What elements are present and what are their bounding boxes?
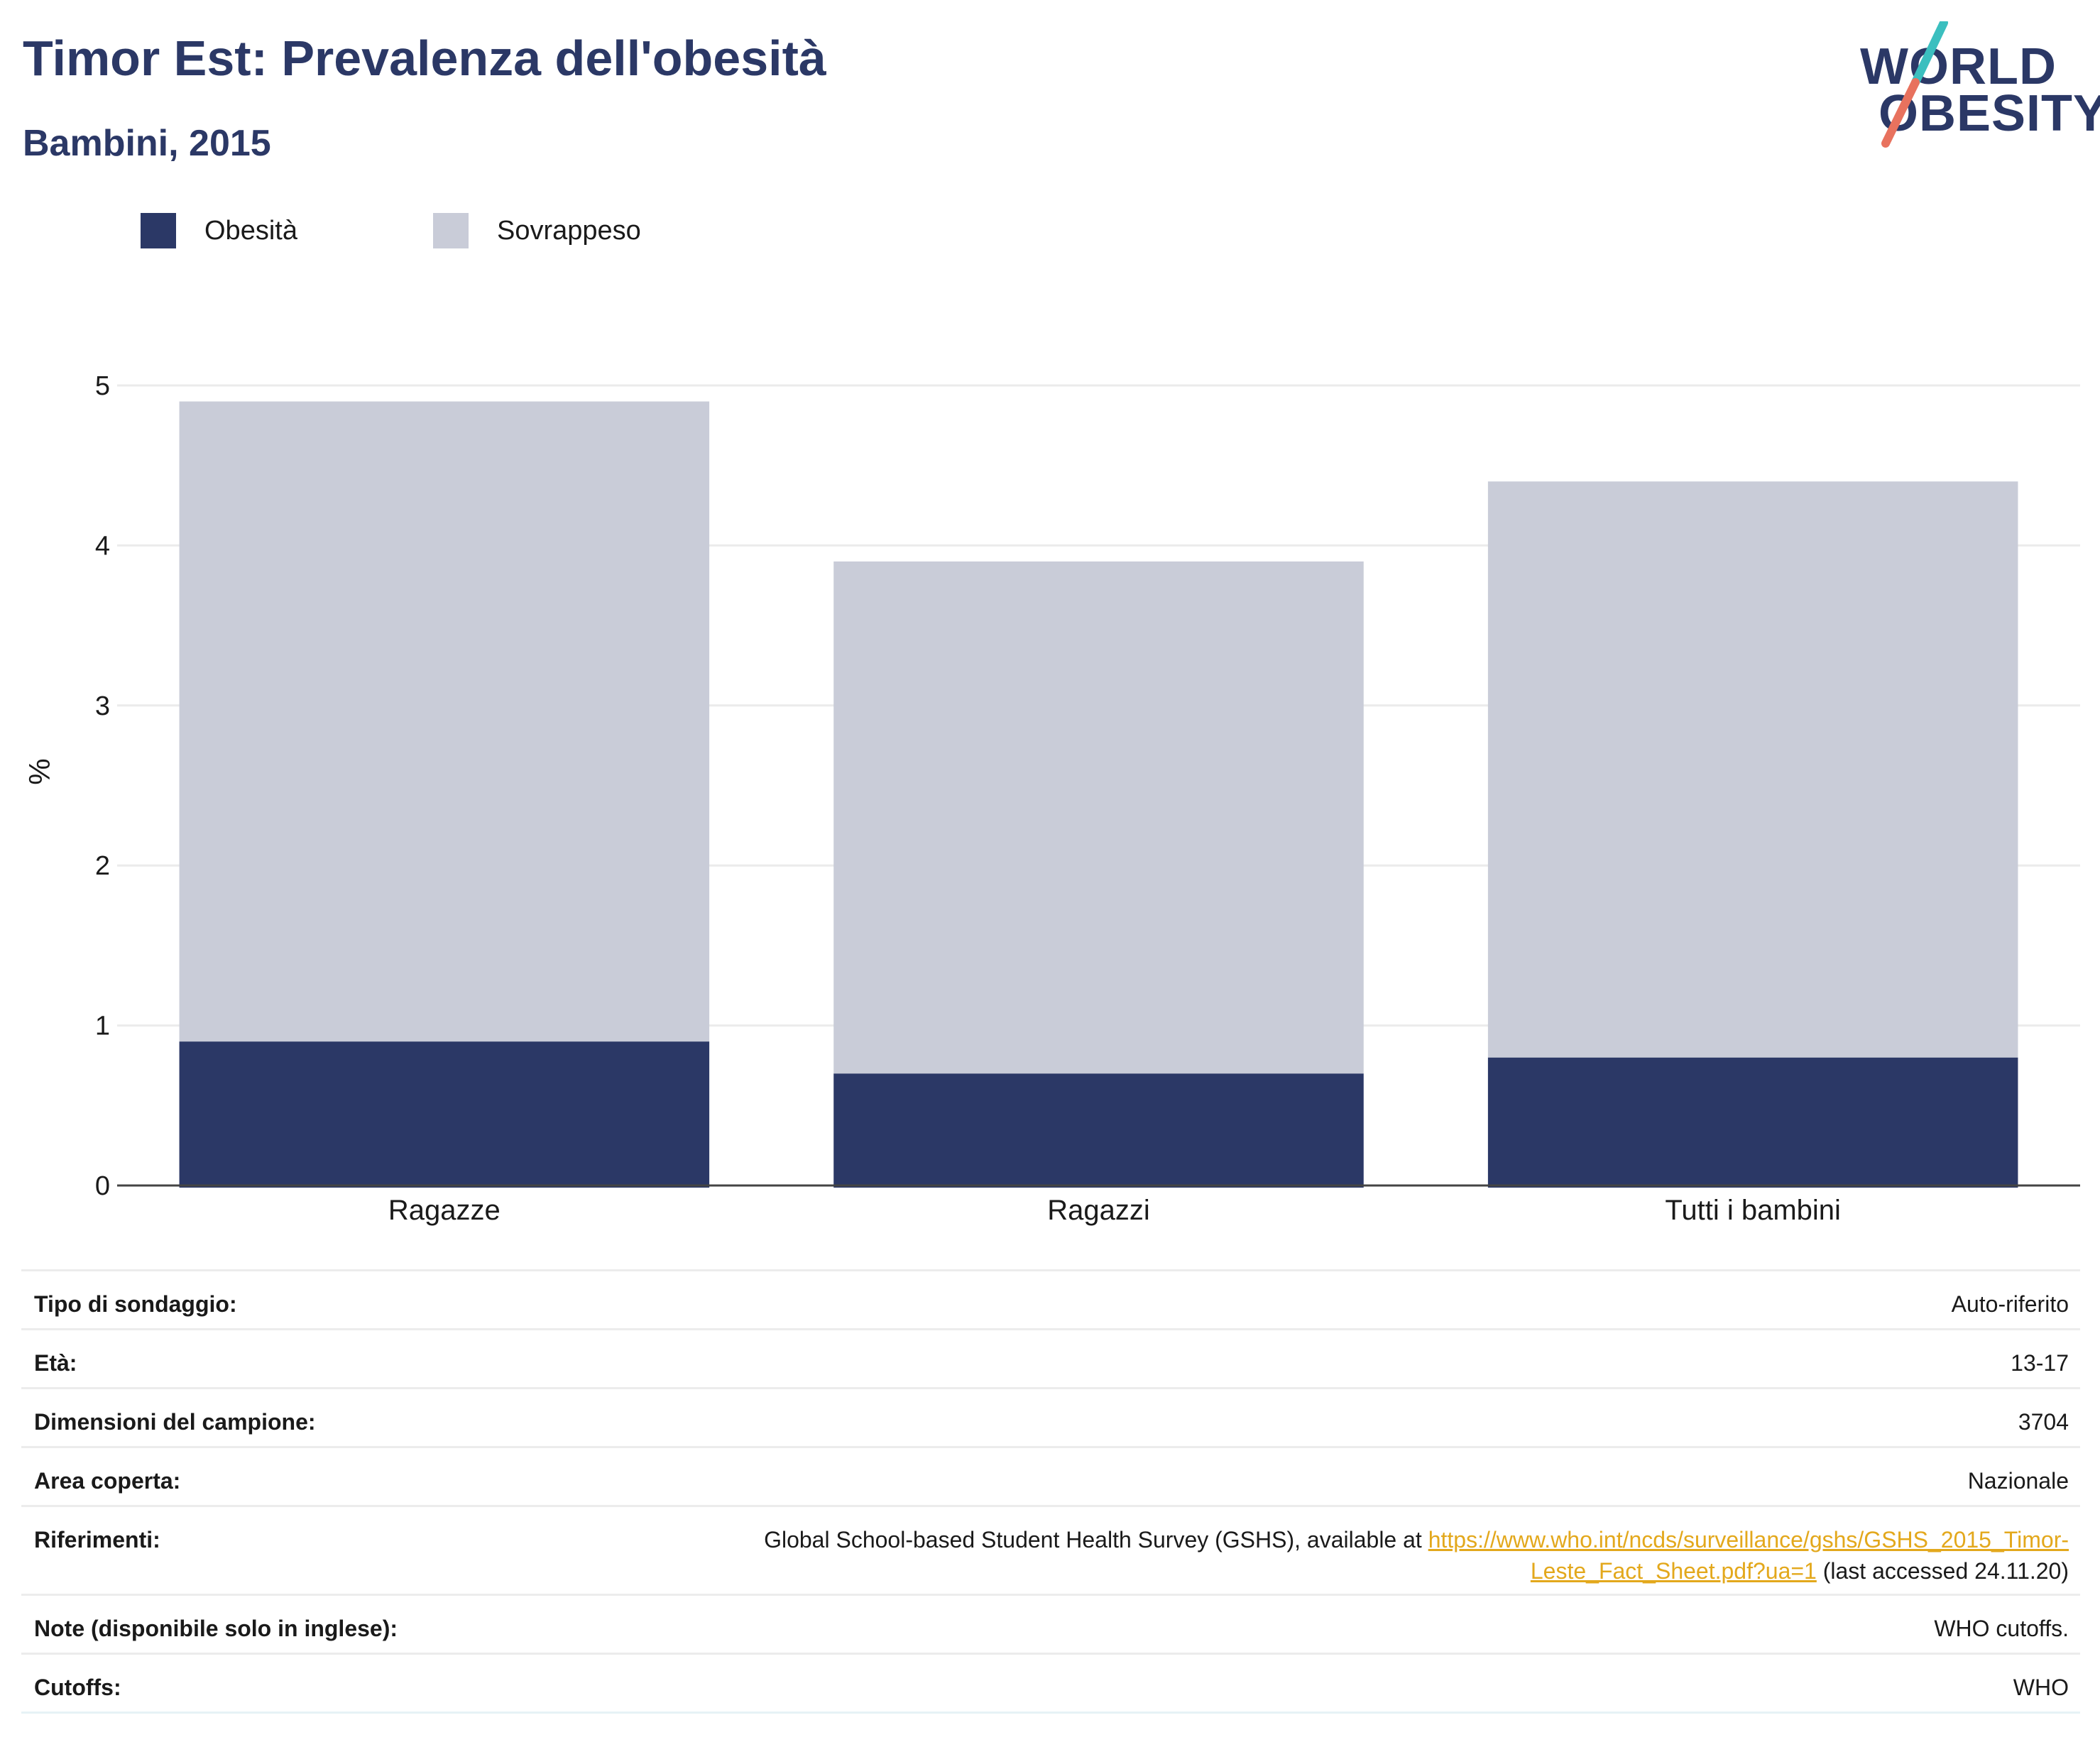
chart-title: Timor Est: Prevalenza dell'obesità <box>23 31 826 86</box>
x-tick-label: Ragazzi <box>1047 1195 1150 1226</box>
y-tick-label: 5 <box>95 371 110 401</box>
info-label: Tipo di sondaggio: <box>34 1291 237 1317</box>
info-row-sample-size: Dimensioni del campione: 3704 <box>21 1387 2080 1446</box>
info-row-references: Riferimenti: Global School-based Student… <box>21 1505 2080 1594</box>
legend-label-overweight: Sovrappeso <box>497 216 641 246</box>
y-tick-label: 2 <box>95 851 110 881</box>
x-tick-label: Tutti i bambini <box>1665 1195 1841 1226</box>
bar-chart: 0 1 2 3 4 5% Ragazze Ragazzi Tutti i bambini <box>23 371 2080 1226</box>
info-value: WHO cutoffs. <box>1934 1616 2069 1641</box>
legend-swatch-obesity <box>141 213 176 248</box>
references-text-before: Global School-based Student Health Surve… <box>764 1527 1428 1552</box>
info-label: Età: <box>34 1350 77 1376</box>
references-link[interactable]: https://www.who.int/ncds/surveillance/gs… <box>1428 1527 2069 1584</box>
info-value: Auto-riferito <box>1951 1291 2069 1317</box>
info-row-notes: Note (disponibile solo in inglese): WHO … <box>21 1594 2080 1653</box>
references-text-after: (last accessed 24.11.20) <box>1816 1558 2069 1584</box>
info-row-age: Età: 13-17 <box>21 1328 2080 1387</box>
x-tick-label: Ragazze <box>388 1195 501 1226</box>
info-label: Note (disponibile solo in inglese): <box>34 1616 398 1641</box>
y-tick-label: 4 <box>95 531 110 561</box>
bar-overweight <box>833 561 1364 1074</box>
bar-overweight <box>1487 481 2018 1058</box>
info-value: 3704 <box>2018 1409 2069 1435</box>
info-label: Cutoffs: <box>34 1675 121 1700</box>
y-tick-label: 3 <box>95 691 110 721</box>
info-table: Tipo di sondaggio: Auto-riferito Età: 13… <box>21 1269 2080 1714</box>
info-value: WHO <box>2013 1675 2069 1700</box>
bar-obesity <box>833 1073 1364 1188</box>
logo-slash-icon <box>1881 21 1948 148</box>
info-label: Riferimenti: <box>34 1527 160 1552</box>
y-tick-label: 1 <box>95 1012 110 1041</box>
legend-swatch-overweight <box>433 213 469 248</box>
y-tick-label: 0 <box>95 1171 110 1201</box>
logo-line-1: WORLD <box>1860 38 2057 95</box>
info-row-area: Area coperta: Nazionale <box>21 1446 2080 1505</box>
info-label: Area coperta: <box>34 1468 181 1494</box>
info-label: Dimensioni del campione: <box>34 1409 316 1435</box>
info-value: 13-17 <box>2011 1350 2069 1376</box>
logo-line-2: OBESITY <box>1878 85 2100 142</box>
bar-overweight <box>179 401 710 1042</box>
world-obesity-logo[interactable]: WORLD OBESITY <box>1860 21 2100 149</box>
y-axis-label: % <box>23 758 56 784</box>
info-value: Nazionale <box>1967 1468 2069 1494</box>
chart-subtitle: Bambini, 2015 <box>23 123 271 164</box>
bar-obesity <box>179 1041 710 1188</box>
legend-label-obesity: Obesità <box>204 216 297 246</box>
info-row-cutoffs: Cutoffs: WHO <box>21 1653 2080 1714</box>
references-text: Global School-based Student Health Surve… <box>592 1524 2069 1587</box>
info-row-survey-type: Tipo di sondaggio: Auto-riferito <box>21 1269 2080 1328</box>
bar-obesity <box>1487 1057 2018 1188</box>
